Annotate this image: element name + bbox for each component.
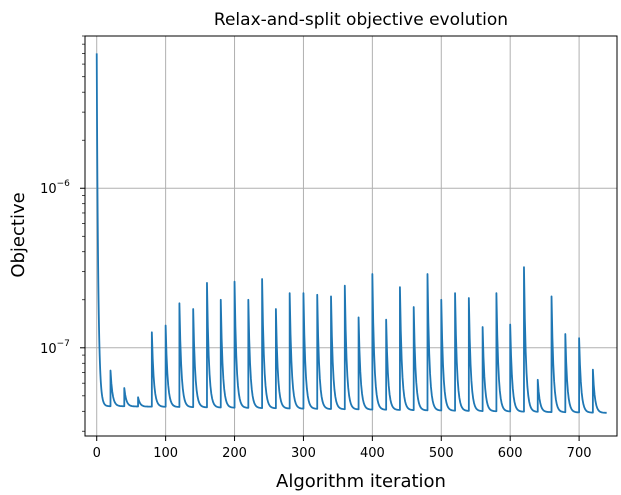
x-tick-label: 0 (93, 446, 101, 461)
x-axis-label: Algorithm iteration (276, 471, 446, 491)
chart-title: Relax-and-split objective evolution (214, 10, 508, 30)
x-tick-label: 200 (222, 446, 247, 461)
y-axis-label: Objective (8, 192, 29, 277)
y-tick-label: 10−7 (40, 339, 70, 357)
axis-layer: 0 100 200 300 400 500 600 700 10−7 10−6 (40, 35, 618, 461)
grid-layer (85, 36, 617, 436)
objective-series-line (95, 53, 607, 414)
data-layer (95, 53, 607, 414)
x-tick-label: 600 (498, 446, 523, 461)
y-tick-label: 10−6 (40, 179, 70, 197)
x-tick-label: 400 (360, 446, 385, 461)
x-tick-label: 500 (429, 446, 454, 461)
x-tick-label: 700 (567, 446, 592, 461)
x-tick-label: 100 (153, 446, 178, 461)
x-tick-label: 300 (291, 446, 316, 461)
